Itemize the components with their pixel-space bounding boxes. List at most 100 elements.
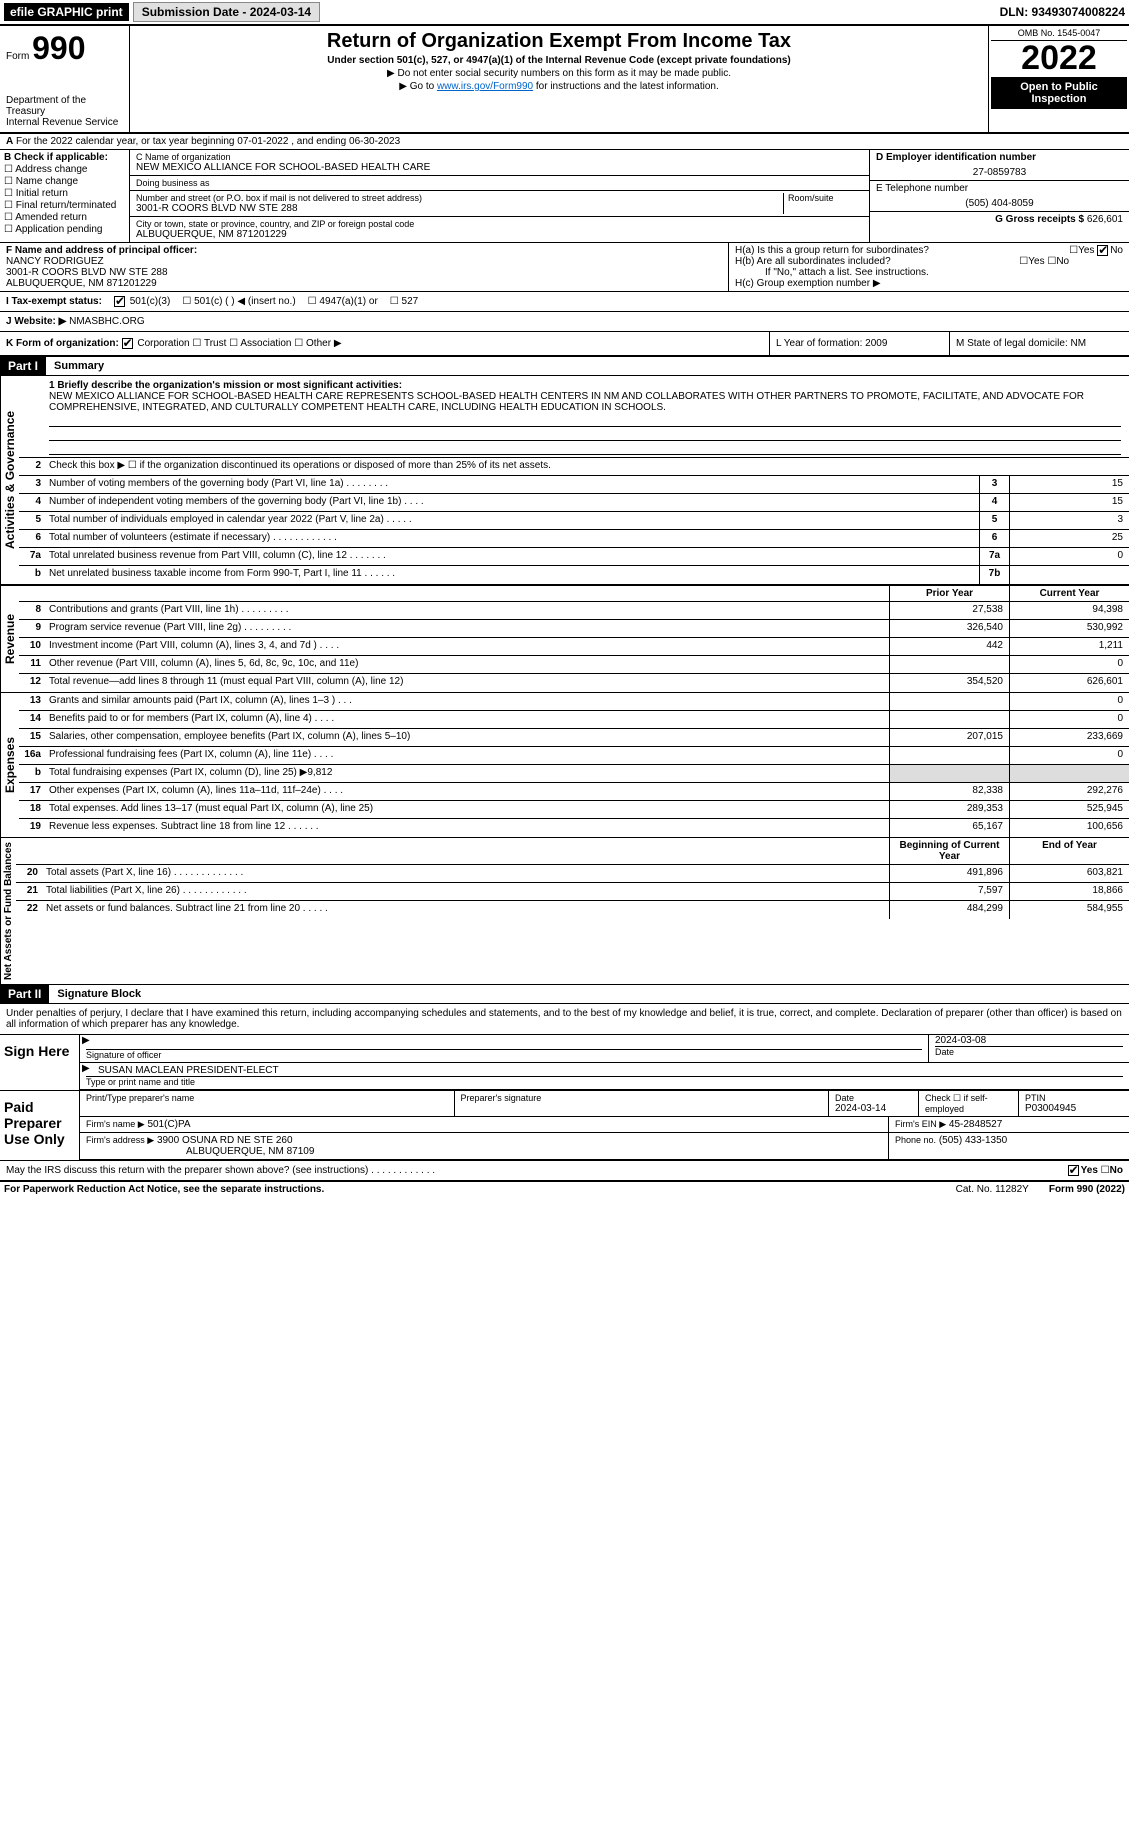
data-line: 17Other expenses (Part IX, column (A), l… [19,783,1129,801]
website-row: J Website: ▶ NMASBHC.ORG [0,312,1129,332]
ein-value: 27-0859783 [876,163,1123,178]
form-ref: Form 990 (2022) [1049,1184,1125,1195]
data-line: 16aProfessional fundraising fees (Part I… [19,747,1129,765]
exp-sidelabel: Expenses [0,693,19,837]
form-title: Return of Organization Exempt From Incom… [134,30,984,53]
room-label: Room/suite [788,193,863,203]
website-label: J Website: ▶ [6,316,66,327]
part1-header: Part I Summary [0,357,1129,376]
chk-application-pending[interactable]: ☐ Application pending [4,224,125,235]
chk-address-change[interactable]: ☐ Address change [4,164,125,175]
governance-section: Activities & Governance 1 Briefly descri… [0,376,1129,585]
gov-line: 7aTotal unrelated business revenue from … [19,548,1129,566]
col-b-label: B Check if applicable: [4,152,108,163]
ssn-note: ▶ Do not enter social security numbers o… [134,68,984,79]
gov-line: 5Total number of individuals employed in… [19,512,1129,530]
dln-label: DLN: 93493074008224 [1000,5,1125,19]
discuss-row: May the IRS discuss this return with the… [0,1160,1129,1180]
phone-label: E Telephone number [876,183,1123,194]
discuss-yes-checkbox[interactable] [1068,1165,1079,1176]
ha-no-checkbox[interactable] [1097,245,1108,256]
submission-date-button[interactable]: Submission Date - 2024-03-14 [133,2,320,22]
info-grid: B Check if applicable: ☐ Address change … [0,150,1129,243]
sig-officer-label: Signature of officer [86,1049,922,1060]
chk-initial-return[interactable]: ☐ Initial return [4,188,125,199]
form-number: 990 [32,30,85,66]
chk-final-return[interactable]: ☐ Final return/terminated [4,200,125,211]
cat-no: Cat. No. 11282Y [936,1184,1049,1195]
signer-name: SUSAN MACLEAN PRESIDENT-ELECT [86,1065,1123,1076]
city-label: City or town, state or province, country… [136,219,863,229]
form-subtitle: Under section 501(c), 527, or 4947(a)(1)… [134,55,984,66]
tax-status-row: I Tax-exempt status: 501(c)(3) ☐ 501(c) … [0,292,1129,312]
status-label: I Tax-exempt status: [6,296,102,307]
chk-corporation[interactable] [122,338,133,349]
irs-label: Internal Revenue Service [6,117,123,128]
hb-label: H(b) Are all subordinates included? [735,256,891,267]
hb-note: If "No," attach a list. See instructions… [735,267,1123,278]
data-line: 18Total expenses. Add lines 13–17 (must … [19,801,1129,819]
data-line: 20Total assets (Part X, line 16) . . . .… [16,865,1129,883]
sign-here-label: Sign Here [0,1035,80,1090]
ein-label: D Employer identification number [876,152,1036,163]
phone-value: (505) 404-8059 [876,194,1123,209]
street-label: Number and street (or P.O. box if mail i… [136,193,783,203]
top-bar: efile GRAPHIC print Submission Date - 20… [0,0,1129,24]
street-value: 3001-R COORS BLVD NW STE 288 [136,203,783,214]
state-domicile: M State of legal domicile: NM [949,332,1129,355]
chk-amended-return[interactable]: ☐ Amended return [4,212,125,223]
city-value: ALBUQUERQUE, NM 871201229 [136,229,863,240]
rev-sidelabel: Revenue [0,586,19,692]
org-name: NEW MEXICO ALLIANCE FOR SCHOOL-BASED HEA… [136,162,863,173]
data-line: 22Net assets or fund balances. Subtract … [16,901,1129,919]
net-sidelabel: Net Assets or Fund Balances [0,838,16,984]
goto-note: ▶ Go to www.irs.gov/Form990 for instruct… [134,81,984,92]
chk-501c3[interactable] [114,296,125,307]
org-name-label: C Name of organization [136,152,863,162]
data-line: 8Contributions and grants (Part VIII, li… [19,602,1129,620]
hc-label: H(c) Group exemption number ▶ [735,278,1123,289]
data-line: 10Investment income (Part VIII, column (… [19,638,1129,656]
data-line: 14Benefits paid to or for members (Part … [19,711,1129,729]
data-line: 15Salaries, other compensation, employee… [19,729,1129,747]
form-header: Form 990 Department of the Treasury Inte… [0,26,1129,134]
fgh-row: F Name and address of principal officer:… [0,243,1129,292]
dba-label: Doing business as [136,178,863,188]
website-value: NMASBHC.ORG [69,316,145,327]
paperwork-notice: For Paperwork Reduction Act Notice, see … [4,1184,936,1195]
officer-addr1: 3001-R COORS BLVD NW STE 288 [6,267,168,278]
dept-label: Department of the Treasury [6,95,123,117]
line-a: A For the 2022 calendar year, or tax yea… [0,134,1129,150]
sig-date: 2024-03-08 [935,1035,1123,1046]
signer-name-label: Type or print name and title [86,1076,1123,1087]
gross-receipts-value: 626,601 [1087,214,1123,225]
mission-block: 1 Briefly describe the organization's mi… [19,376,1129,458]
gross-receipts-label: G Gross receipts $ [995,214,1084,225]
revenue-section: Revenue Prior YearCurrent Year 8Contribu… [0,585,1129,693]
part2-header: Part II Signature Block [0,985,1129,1004]
footer: For Paperwork Reduction Act Notice, see … [0,1180,1129,1197]
expenses-section: Expenses 13Grants and similar amounts pa… [0,693,1129,838]
chk-name-change[interactable]: ☐ Name change [4,176,125,187]
gov-line: 3Number of voting members of the governi… [19,476,1129,494]
paid-preparer-label: Paid Preparer Use Only [0,1091,80,1160]
declaration-text: Under penalties of perjury, I declare th… [0,1004,1129,1034]
year-formation: L Year of formation: 2009 [769,332,949,355]
instructions-link[interactable]: www.irs.gov/Form990 [437,81,533,92]
gov-line: 6Total number of volunteers (estimate if… [19,530,1129,548]
mission-text: NEW MEXICO ALLIANCE FOR SCHOOL-BASED HEA… [49,391,1121,413]
gov-line: 4Number of independent voting members of… [19,494,1129,512]
form-word: Form [6,51,29,62]
signature-block: Under penalties of perjury, I declare th… [0,1004,1129,1180]
data-line: 12Total revenue—add lines 8 through 11 (… [19,674,1129,692]
data-line: 13Grants and similar amounts paid (Part … [19,693,1129,711]
data-line: bTotal fundraising expenses (Part IX, co… [19,765,1129,783]
data-line: 9Program service revenue (Part VIII, lin… [19,620,1129,638]
gov-line: 2Check this box ▶ ☐ if the organization … [19,458,1129,476]
k-row: K Form of organization: Corporation ☐ Tr… [0,332,1129,357]
officer-name: NANCY RODRIGUEZ [6,256,104,267]
data-line: 11Other revenue (Part VIII, column (A), … [19,656,1129,674]
sig-date-label: Date [935,1046,1123,1057]
data-line: 21Total liabilities (Part X, line 26) . … [16,883,1129,901]
gov-sidelabel: Activities & Governance [0,376,19,584]
